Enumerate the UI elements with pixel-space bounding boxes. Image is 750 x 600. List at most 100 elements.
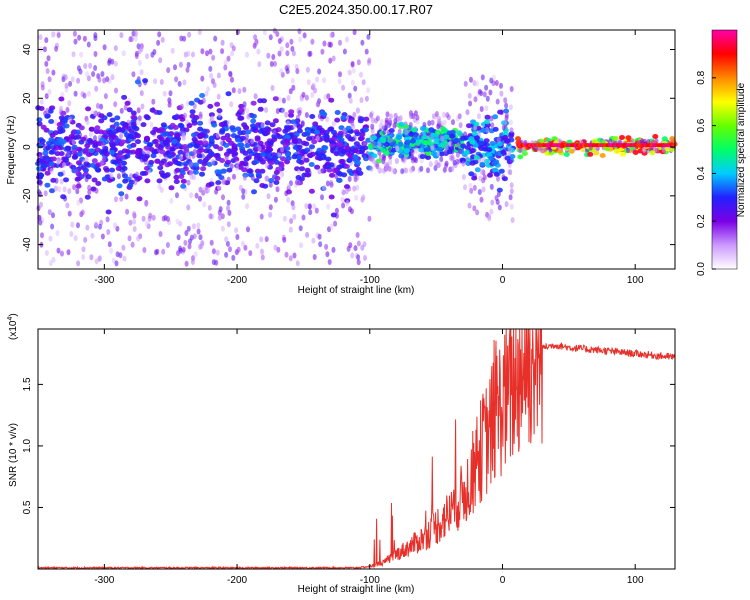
spectrogram-cell (302, 32, 307, 39)
spectrogram-cell (385, 163, 390, 170)
spectrogram-cell (241, 167, 248, 173)
spectrogram-xtick-label: -300 (94, 275, 114, 286)
spectrogram-cell (328, 57, 333, 64)
spectrogram-cell (353, 172, 358, 179)
spectrogram-cell (356, 254, 361, 261)
spectrogram-cell (460, 143, 467, 149)
spectrogram-cell (503, 118, 508, 125)
spectrogram-cell (209, 72, 214, 79)
spectrogram-xtick-label: 100 (627, 275, 644, 286)
spectrogram-cell (139, 90, 144, 97)
spectrogram-cell (93, 65, 98, 71)
spectrogram-cell (67, 100, 72, 107)
spectrogram-cell (162, 139, 169, 145)
spectrogram-cell (88, 126, 95, 132)
spectrogram-cell (291, 84, 296, 91)
spectrogram-cell (316, 147, 323, 153)
spectrogram-cell (76, 151, 83, 157)
spectrogram-cell (144, 115, 151, 121)
spectrogram-cell (191, 136, 198, 142)
spectrogram-cell (289, 218, 294, 224)
spectrogram-cell (58, 96, 65, 102)
spectrogram-cell (469, 148, 476, 154)
spectrogram-cell (207, 103, 214, 109)
spectrogram-cell (241, 188, 246, 195)
spectrogram-cell (593, 150, 600, 156)
spectrogram-cell (48, 260, 53, 267)
spectrogram-cell (260, 254, 265, 261)
spectrogram-cell (359, 71, 363, 78)
spectrogram-cell (168, 185, 175, 191)
spectrogram-cell (352, 111, 357, 118)
chart-title: C2E5.2024.350.00.17.R07 (279, 2, 433, 17)
spectrogram-cell (148, 212, 153, 219)
spectrogram-cell (440, 142, 447, 148)
spectrogram-cell (81, 254, 86, 260)
spectrogram-cell (72, 30, 77, 37)
spectrogram-cell (136, 107, 141, 114)
spectrogram-cell (337, 78, 342, 85)
spectrogram-cell (377, 149, 382, 156)
spectrogram-cell (70, 76, 75, 83)
spectrogram-cell (268, 160, 275, 166)
spectrogram-cell (135, 139, 141, 145)
spectrogram-cell (236, 142, 243, 148)
spectrogram-cell (482, 91, 487, 98)
spectrogram-cell (131, 71, 136, 78)
spectrogram-cell (295, 260, 300, 267)
spectrogram-cell (345, 125, 352, 131)
spectrogram-cell (250, 127, 257, 132)
spectrogram-cell (357, 115, 362, 122)
spectrogram-cell (473, 121, 480, 127)
spectrogram-cell (382, 167, 386, 174)
spectrogram-cell (358, 136, 365, 142)
spectrogram-cell (122, 173, 128, 179)
spectrogram-cell (82, 167, 89, 173)
spectrogram-cell (614, 149, 620, 154)
spectrogram-cell (102, 44, 107, 51)
spectrogram-cell (291, 50, 296, 57)
spectrogram-cell (160, 158, 167, 164)
spectrogram-cell (308, 188, 315, 194)
spectrogram-cell (435, 150, 440, 157)
spectrogram-cell (268, 181, 273, 188)
spectrogram-cell (446, 149, 453, 155)
spectrogram-cell (252, 42, 257, 49)
spectrogram-cell (44, 60, 49, 67)
spectrogram-cell (260, 122, 265, 129)
spectrogram-cell (44, 156, 51, 162)
spectrogram-cell (47, 209, 52, 216)
spectrogram-cell (347, 69, 352, 76)
spectrogram-cell (219, 128, 226, 133)
spectrogram-cell (133, 35, 138, 42)
spectrogram-cell (434, 111, 439, 117)
spectrogram-cell (65, 106, 70, 113)
spectrogram-cell (144, 137, 150, 143)
spectrogram-cell (159, 79, 164, 85)
spectrogram-cell (292, 252, 297, 259)
spectrogram-cell (180, 183, 187, 189)
spectrogram-cell (433, 137, 440, 143)
spectrogram-cell (314, 207, 319, 214)
spectrogram-cell (216, 72, 221, 79)
spectrogram-cell (328, 194, 335, 200)
spectrogram-cell (444, 160, 449, 167)
spectrogram-cell (233, 149, 237, 155)
spectrogram-cell (291, 154, 298, 160)
spectrogram-cell (191, 174, 196, 181)
spectrogram-cell (116, 183, 123, 189)
spectrogram-cell (55, 230, 60, 237)
spectrogram-cell (323, 136, 330, 142)
snr-multiplier-exp: 4 (7, 317, 14, 321)
spectrogram-cell (186, 179, 191, 186)
spectrogram-cell (169, 197, 174, 204)
spectrogram-cell (441, 127, 448, 133)
spectrogram-cell (286, 95, 291, 101)
spectrogram-cell (538, 138, 545, 144)
spectrogram-cell (250, 138, 255, 145)
spectrogram-cell (479, 106, 484, 112)
spectrogram-cell (93, 110, 98, 117)
spectrogram-cell (115, 126, 122, 132)
spectrogram-cell (53, 185, 58, 192)
spectrogram-cell (355, 167, 362, 172)
